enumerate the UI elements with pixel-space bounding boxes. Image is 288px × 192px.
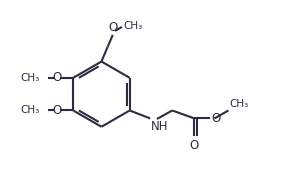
Text: O: O bbox=[211, 112, 220, 125]
Text: CH₃: CH₃ bbox=[20, 73, 40, 83]
Text: CH₃: CH₃ bbox=[230, 99, 249, 109]
Text: O: O bbox=[108, 21, 118, 34]
Text: CH₃: CH₃ bbox=[124, 21, 143, 31]
Text: O: O bbox=[190, 139, 199, 152]
Text: O: O bbox=[52, 104, 61, 117]
Text: NH: NH bbox=[151, 120, 169, 133]
Text: O: O bbox=[52, 71, 61, 84]
Text: CH₃: CH₃ bbox=[20, 105, 40, 115]
